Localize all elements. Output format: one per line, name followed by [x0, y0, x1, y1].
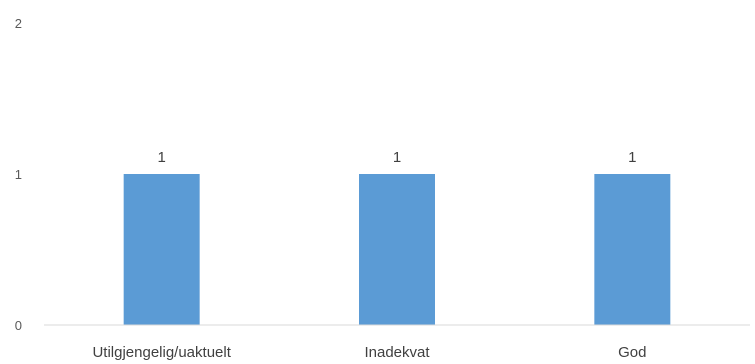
bar-data-label: 1 — [628, 149, 636, 166]
data-labels: 1 1 1 — [157, 149, 636, 166]
bar-data-label: 1 — [157, 149, 165, 166]
y-tick-label: 1 — [15, 167, 22, 182]
x-category-label: Inadekvat — [364, 344, 430, 361]
bar-data-label: 1 — [393, 149, 401, 166]
y-tick-label: 2 — [15, 16, 22, 31]
bar — [123, 174, 200, 325]
x-category-label: God — [618, 344, 646, 361]
y-axis-ticks: 0 1 2 — [15, 16, 22, 333]
x-category-label: Utilgjengelig/uaktuelt — [92, 344, 231, 361]
y-tick-label: 0 — [15, 318, 22, 333]
x-axis-labels: Utilgjengelig/uaktuelt Inadekvat God — [92, 344, 646, 361]
bars — [123, 174, 671, 325]
bar — [594, 174, 671, 325]
bar — [359, 174, 435, 325]
